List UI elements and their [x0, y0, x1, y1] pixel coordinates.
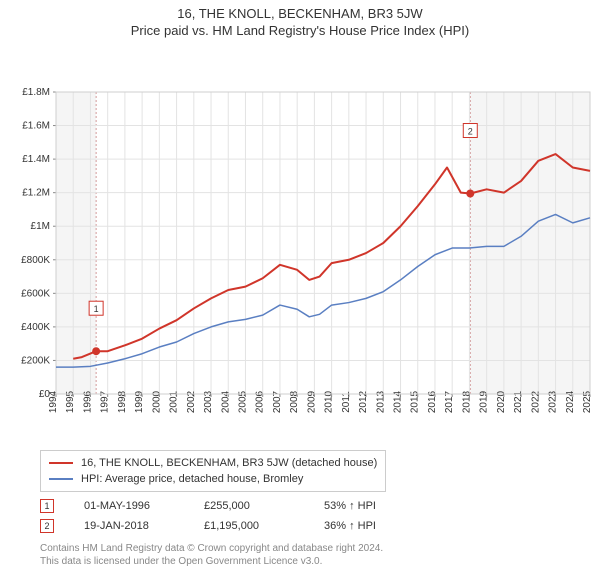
- y-tick-label: £1.8M: [22, 87, 50, 98]
- tx-delta: 36% ↑ HPI: [324, 516, 376, 536]
- y-tick-label: £600K: [21, 288, 50, 299]
- legend: 16, THE KNOLL, BECKENHAM, BR3 5JW (detac…: [40, 450, 386, 492]
- legend-item: 16, THE KNOLL, BECKENHAM, BR3 5JW (detac…: [49, 455, 377, 471]
- transactions-table: 1 01-MAY-1996 £255,000 53% ↑ HPI 2 19-JAN-201…: [40, 496, 600, 536]
- legend-label: 16, THE KNOLL, BECKENHAM, BR3 5JW (detac…: [81, 455, 377, 471]
- transaction-row: 1 01-MAY-1996 £255,000 53% ↑ HPI: [40, 496, 600, 516]
- y-tick-label: £1M: [31, 221, 50, 232]
- tx-marker: [92, 347, 100, 355]
- chart-title: 16, THE KNOLL, BECKENHAM, BR3 5JW: [0, 6, 600, 21]
- tx-delta: 53% ↑ HPI: [324, 496, 376, 516]
- tx-date: 19-JAN-2018: [84, 516, 174, 536]
- chart-subtitle: Price paid vs. HM Land Registry's House …: [0, 23, 600, 38]
- held-period-band: [96, 92, 470, 394]
- y-tick-label: £800K: [21, 255, 50, 266]
- tx-row-badge: 2: [40, 519, 54, 533]
- legend-label: HPI: Average price, detached house, Brom…: [81, 471, 303, 487]
- y-tick-label: £400K: [21, 322, 50, 333]
- line-chart: £0£200K£400K£600K£800K£1M£1.2M£1.4M£1.6M…: [0, 44, 600, 444]
- legend-swatch: [49, 478, 73, 480]
- tx-row-badge: 1: [40, 499, 54, 513]
- tx-marker: [466, 190, 474, 198]
- y-tick-label: £1.4M: [22, 154, 50, 165]
- footer-line-1: Contains HM Land Registry data © Crown c…: [40, 542, 600, 555]
- attribution-footer: Contains HM Land Registry data © Crown c…: [40, 542, 600, 568]
- y-tick-label: £1.6M: [22, 121, 50, 132]
- legend-item: HPI: Average price, detached house, Brom…: [49, 471, 377, 487]
- tx-price: £1,195,000: [204, 516, 294, 536]
- footer-line-2: This data is licensed under the Open Gov…: [40, 555, 600, 568]
- tx-badge-num: 1: [94, 304, 99, 314]
- transaction-row: 2 19-JAN-2018 £1,195,000 36% ↑ HPI: [40, 516, 600, 536]
- tx-date: 01-MAY-1996: [84, 496, 174, 516]
- legend-swatch: [49, 462, 73, 464]
- y-tick-label: £200K: [21, 355, 50, 366]
- tx-price: £255,000: [204, 496, 294, 516]
- tx-badge-num: 2: [468, 127, 473, 137]
- chart-area: £0£200K£400K£600K£800K£1M£1.2M£1.4M£1.6M…: [0, 44, 600, 444]
- y-tick-label: £1.2M: [22, 188, 50, 199]
